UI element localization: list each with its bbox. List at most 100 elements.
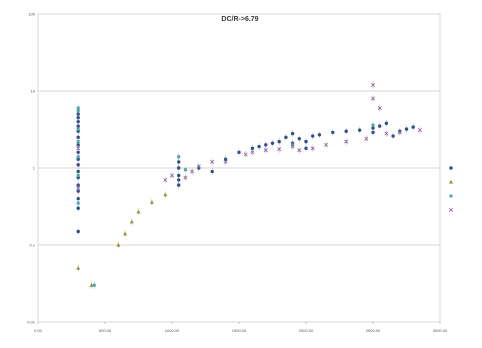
data-point [344, 129, 348, 133]
data-point [371, 82, 375, 87]
data-point [183, 175, 188, 180]
series-2 [76, 191, 168, 289]
data-point [417, 128, 422, 133]
data-point [76, 146, 81, 151]
data-point [223, 159, 228, 164]
y-tick-label: 100 [28, 12, 35, 17]
data-point [290, 144, 295, 149]
data-point [237, 150, 241, 154]
data-point [344, 139, 349, 144]
data-point [371, 123, 375, 127]
data-point [397, 130, 402, 135]
data-point [149, 199, 154, 204]
data-point [76, 109, 80, 113]
data-point [136, 209, 141, 214]
data-point [76, 127, 80, 131]
data-point [378, 124, 382, 128]
data-point [76, 169, 80, 174]
data-point [76, 186, 81, 190]
data-point [177, 160, 181, 164]
x-tick-label: 1000.00 [165, 328, 180, 333]
data-point [76, 140, 80, 144]
data-point [170, 173, 174, 178]
data-point [264, 143, 268, 147]
legend-marker [449, 208, 453, 212]
data-point [411, 125, 415, 129]
data-point [210, 159, 215, 164]
legend-marker [449, 194, 453, 198]
data-point [177, 178, 181, 182]
data-point [297, 137, 301, 141]
data-point [123, 231, 128, 236]
data-point [177, 166, 181, 170]
data-point [116, 242, 121, 247]
data-point [89, 283, 94, 287]
data-point [384, 131, 389, 136]
data-point [76, 229, 80, 234]
data-point [357, 128, 362, 132]
data-point [76, 135, 80, 140]
chart-title: DC/R->6.79 [221, 16, 258, 23]
series-layer [76, 81, 422, 289]
data-point [76, 196, 80, 201]
data-point [304, 139, 308, 144]
data-point [250, 150, 255, 155]
data-point [371, 96, 375, 101]
data-point [163, 192, 168, 197]
data-point [129, 219, 134, 224]
y-tick-label: 0.1 [29, 243, 35, 248]
data-point [391, 134, 395, 138]
data-point [270, 141, 275, 145]
data-point [277, 147, 282, 152]
data-point [317, 133, 322, 137]
legend-marker [449, 166, 453, 170]
x-tick-label: 500.00 [99, 328, 112, 333]
data-point [310, 146, 315, 151]
data-point [76, 173, 80, 177]
data-point [76, 265, 81, 270]
x-tick-label: 3000.00 [433, 328, 448, 333]
x-tick-label: 1500.00 [232, 328, 247, 333]
y-tick-label: 0.01 [27, 320, 36, 325]
series-1 [76, 110, 415, 235]
data-point [384, 121, 389, 126]
data-point [324, 142, 329, 147]
gridlines [38, 90, 440, 246]
data-point [304, 146, 308, 151]
data-point [263, 148, 268, 153]
data-point [177, 183, 181, 187]
data-point [210, 169, 214, 174]
data-point [76, 163, 80, 167]
x-tick-label: 0.00 [34, 328, 43, 333]
data-point [377, 106, 382, 111]
data-point [76, 201, 80, 205]
data-point [297, 148, 302, 153]
y-tick-label: 1 [33, 166, 36, 171]
data-point [311, 134, 315, 138]
legend-marker [449, 179, 453, 184]
data-point [183, 168, 187, 172]
x-tick-label: 2000.00 [299, 328, 314, 333]
data-point [284, 135, 288, 140]
data-point [364, 136, 369, 141]
x-tick-label: 2500.00 [366, 328, 381, 333]
data-point [190, 169, 195, 174]
series-4 [76, 81, 422, 192]
data-point [92, 283, 96, 287]
data-point [257, 144, 261, 149]
data-point [76, 150, 80, 154]
data-point [177, 173, 181, 178]
data-point [76, 116, 80, 120]
data-point [163, 177, 168, 182]
data-point [76, 119, 80, 124]
data-point [371, 130, 375, 135]
y-tick-label: 10 [31, 89, 36, 94]
data-point [76, 206, 80, 210]
data-point [243, 152, 248, 157]
data-point [290, 131, 295, 136]
data-point [177, 155, 181, 159]
data-point [404, 127, 409, 131]
